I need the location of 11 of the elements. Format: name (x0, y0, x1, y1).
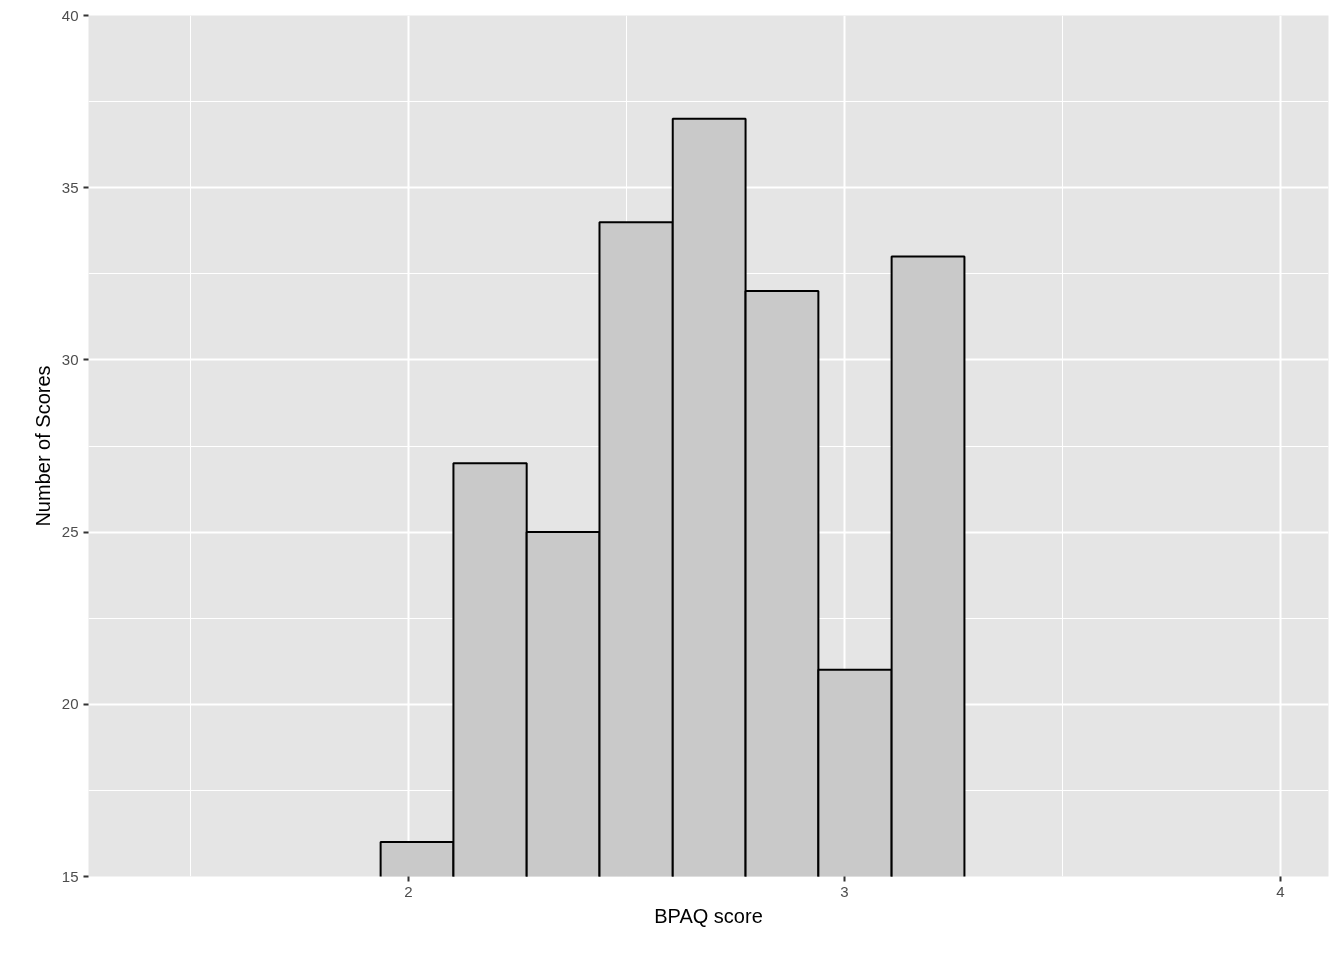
y-tick-label: 20 (61, 695, 79, 713)
y-tick-label: 15 (61, 867, 79, 885)
y-tick-label: 25 (61, 523, 79, 541)
y-tick-label: 35 (61, 178, 79, 196)
y-tick-label: 30 (61, 350, 79, 368)
x-axis-title: BPAQ score (654, 904, 763, 927)
x-tick-label: 4 (1276, 882, 1285, 900)
x-tick-label: 3 (840, 882, 849, 900)
x-tick-label: 2 (404, 882, 413, 900)
y-axis-title: Number of Scores (31, 365, 54, 527)
y-tick-label: 40 (61, 6, 79, 24)
